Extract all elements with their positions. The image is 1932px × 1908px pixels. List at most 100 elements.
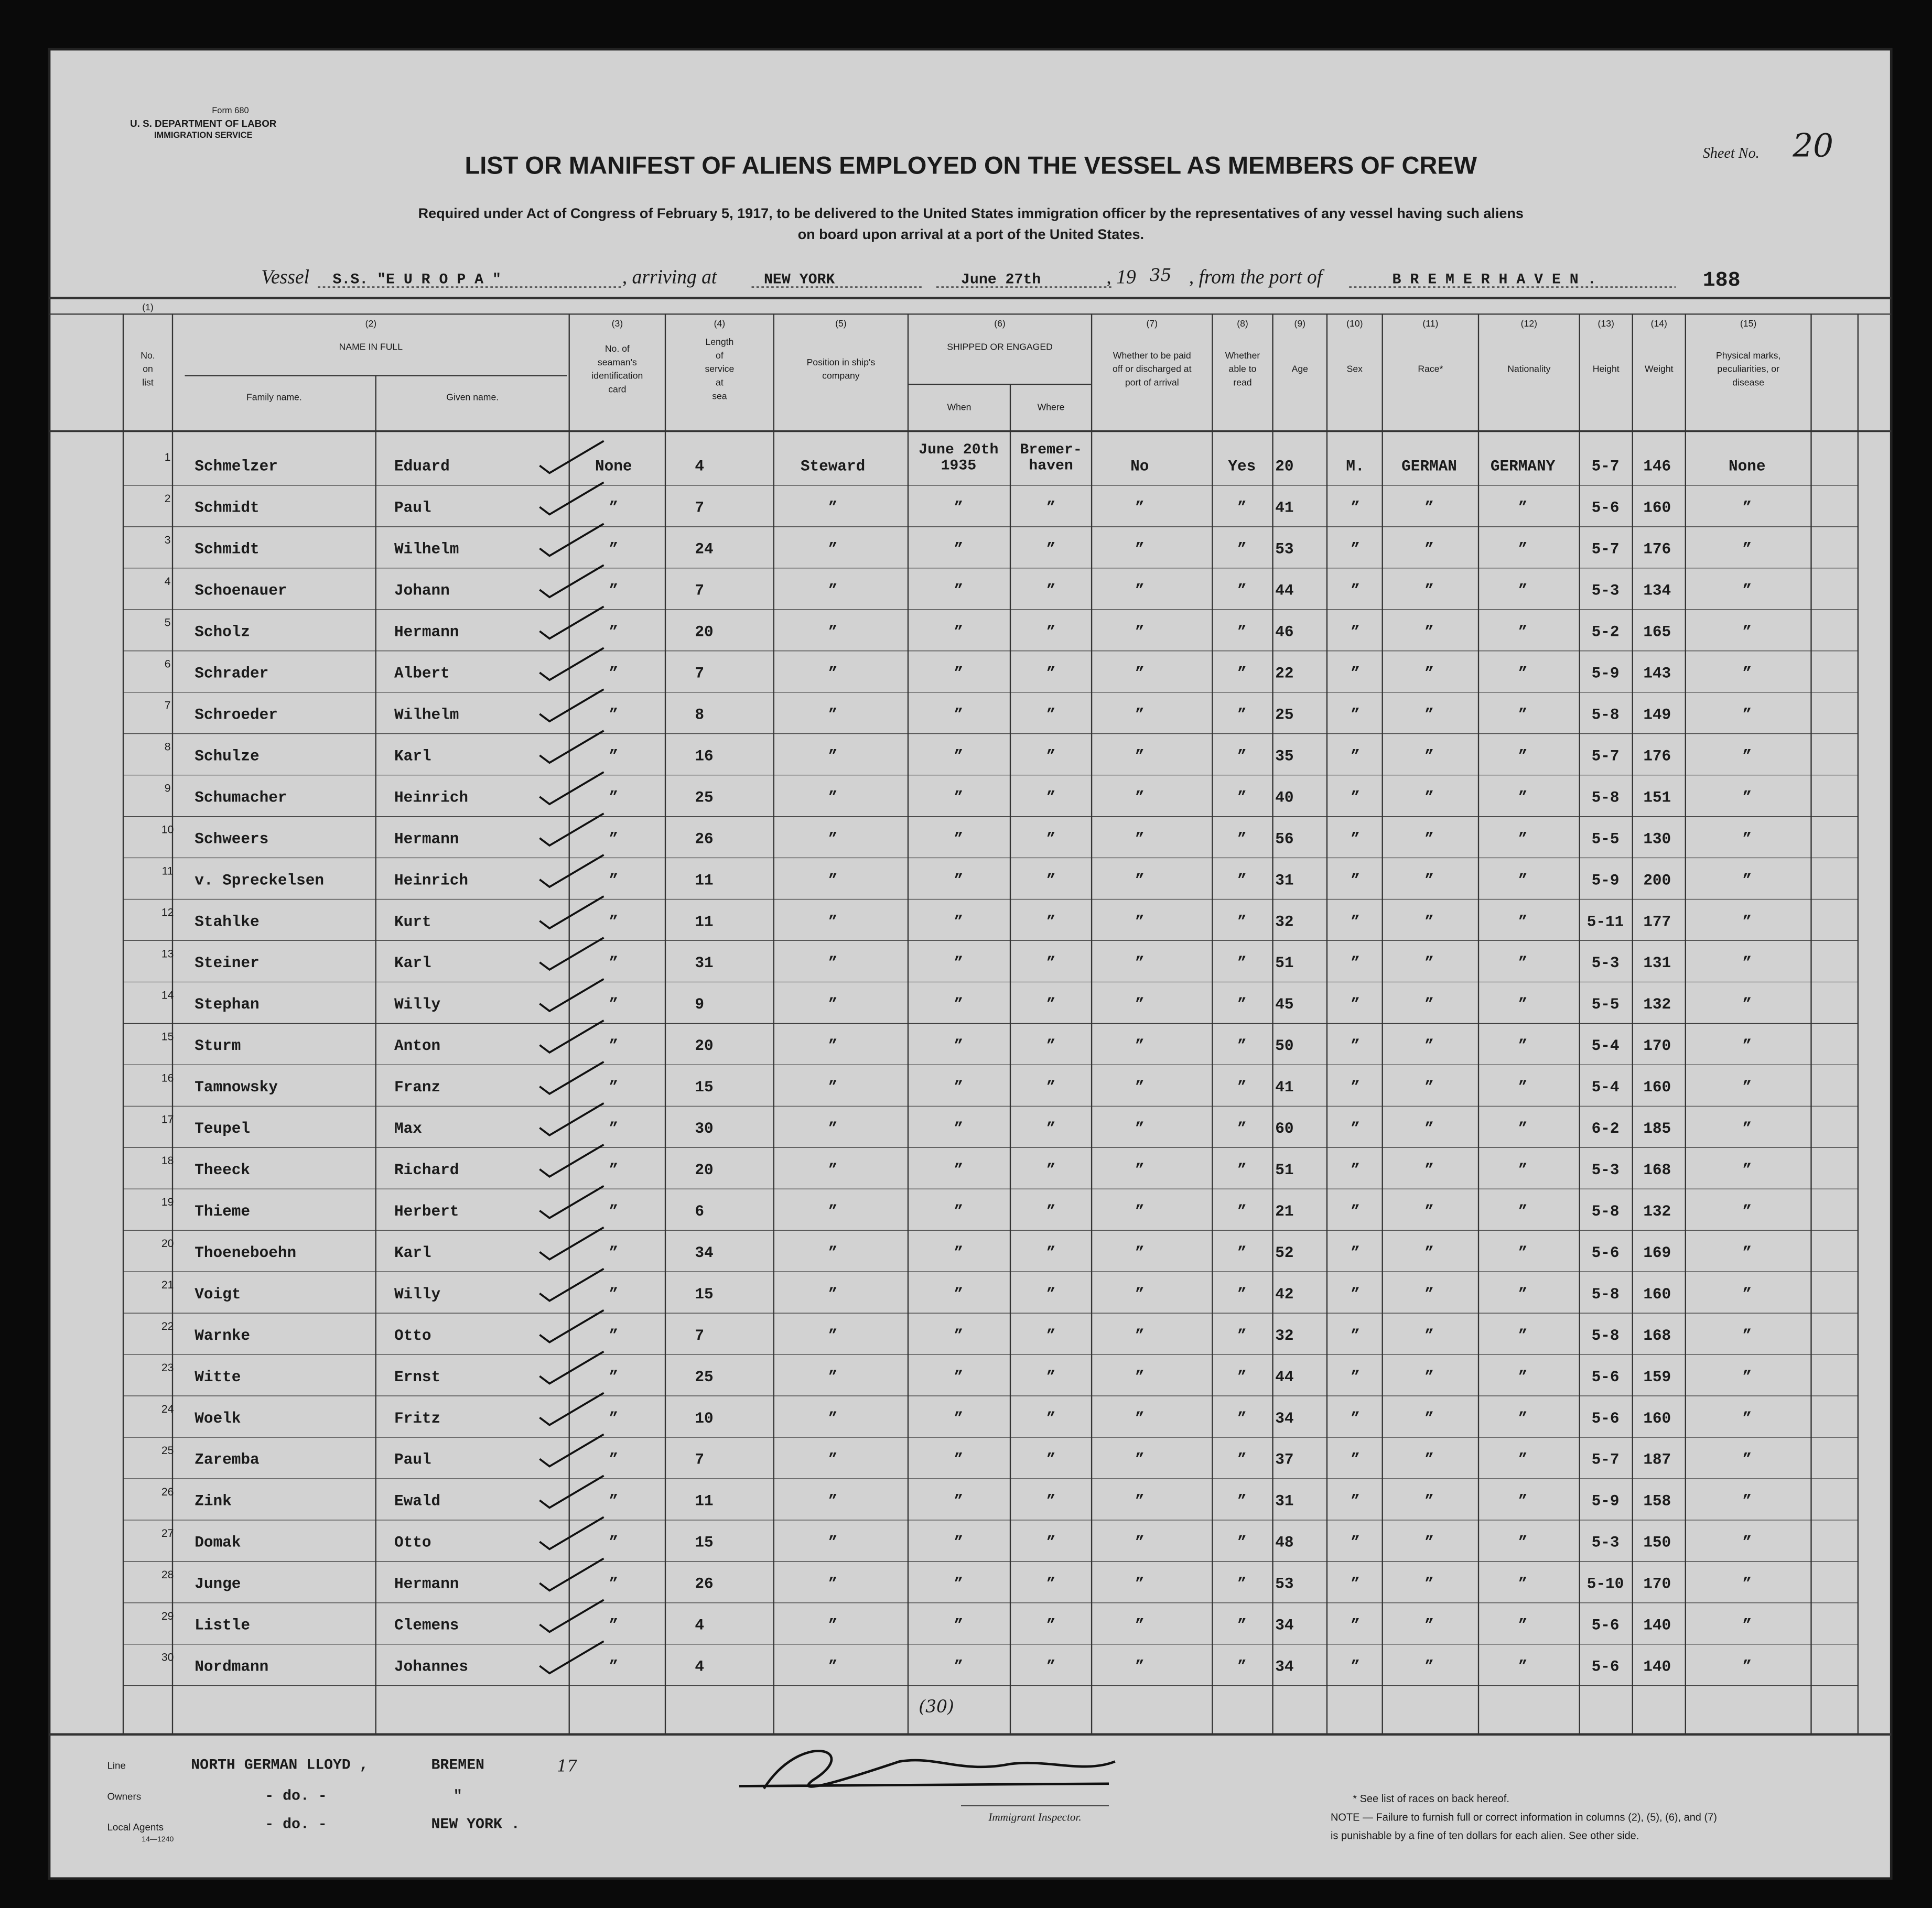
race: ”	[1424, 706, 1434, 723]
column-number: (4)	[714, 318, 726, 329]
height: 5-6	[1592, 1617, 1620, 1634]
nationality: ”	[1518, 1617, 1528, 1634]
service-length: 4	[695, 1617, 704, 1634]
list-number: 29	[161, 1610, 174, 1622]
paid-off: ”	[1135, 541, 1145, 558]
given-name: Wilhelm	[394, 706, 459, 723]
weight: 150	[1643, 1534, 1671, 1552]
race: ”	[1424, 1658, 1434, 1676]
family-name: Junge	[195, 1576, 241, 1593]
shipped-when: ”	[954, 789, 963, 806]
race: ”	[1424, 1286, 1434, 1303]
id-card: ”	[609, 789, 618, 806]
age: 21	[1275, 1203, 1293, 1220]
height: 5-9	[1592, 665, 1620, 682]
nationality: ”	[1518, 747, 1528, 765]
id-card: ”	[609, 1451, 618, 1469]
race: ”	[1424, 541, 1434, 558]
column-number: (10)	[1346, 318, 1363, 329]
shipped-where: ”	[1046, 1451, 1056, 1469]
age: 42	[1275, 1286, 1293, 1303]
service: IMMIGRATION SERVICE	[154, 131, 253, 140]
family-name: Schumacher	[195, 789, 287, 806]
column-sublabel: When	[947, 402, 971, 413]
column-number: (14)	[1651, 318, 1667, 329]
line-note: 17	[557, 1757, 577, 1775]
position: ”	[828, 706, 838, 723]
column-sublabel: Given name.	[446, 392, 499, 403]
service-length: 25	[695, 789, 713, 806]
position: ”	[828, 1658, 838, 1676]
height: 5-9	[1592, 1493, 1620, 1510]
id-card: None	[595, 458, 632, 475]
physical-marks: ”	[1742, 1617, 1752, 1634]
service-length: 26	[695, 830, 713, 848]
agents: - do. -	[265, 1816, 327, 1833]
signature	[739, 1750, 1116, 1790]
family-name: Scholz	[195, 624, 250, 641]
shipping-line: NORTH GERMAN LLOYD ,	[191, 1758, 368, 1774]
service-length: 7	[695, 1451, 704, 1469]
given-name: Heinrich	[394, 872, 468, 889]
shipped-where: ”	[1046, 789, 1056, 806]
list-number: 20	[161, 1238, 174, 1250]
age: 32	[1275, 1327, 1293, 1345]
sex: ”	[1351, 747, 1360, 765]
family-name: Witte	[195, 1369, 241, 1386]
list-number: 16	[161, 1072, 174, 1084]
height: 5-8	[1592, 1286, 1620, 1303]
check-mark	[539, 1309, 605, 1343]
weight: 187	[1643, 1451, 1671, 1469]
family-name: Stahlke	[195, 913, 259, 930]
check-mark	[539, 1516, 605, 1551]
nationality: ”	[1518, 1327, 1528, 1345]
paid-off: ”	[1135, 1410, 1145, 1427]
race: ”	[1424, 1327, 1434, 1345]
shipped-when: ”	[954, 1120, 963, 1137]
physical-marks: ”	[1742, 872, 1752, 889]
shipped-where: ”	[1046, 1617, 1056, 1634]
id-card: ”	[609, 1120, 618, 1137]
sex: ”	[1351, 913, 1360, 930]
list-number: 13	[161, 948, 174, 960]
sex: ”	[1351, 1493, 1360, 1510]
list-number: 5	[165, 617, 171, 629]
race: ”	[1424, 996, 1434, 1013]
given-name: Otto	[394, 1327, 431, 1345]
shipped-where: ”	[1046, 1576, 1056, 1593]
shipped-where: ”	[1046, 747, 1056, 765]
sex: ”	[1351, 996, 1360, 1013]
check-mark	[539, 937, 605, 971]
family-name: Warnke	[195, 1327, 250, 1345]
race: ”	[1424, 1369, 1434, 1386]
sex: ”	[1351, 500, 1360, 517]
race: ”	[1424, 1534, 1434, 1552]
able-to-read: ”	[1237, 1286, 1247, 1303]
able-to-read: Yes	[1228, 458, 1256, 475]
from-label: , from the port of	[1189, 266, 1325, 288]
race: ”	[1424, 1410, 1434, 1427]
given-name: Karl	[394, 1244, 431, 1262]
position: ”	[828, 582, 838, 600]
physical-marks: ”	[1742, 830, 1752, 848]
check-mark	[539, 1226, 605, 1261]
column-number: (15)	[1740, 318, 1756, 329]
able-to-read: ”	[1237, 541, 1247, 558]
id-card: ”	[609, 624, 618, 641]
column-label: Whether	[1225, 350, 1260, 361]
id-card: ”	[609, 1079, 618, 1096]
race: ”	[1424, 872, 1434, 889]
sex: ”	[1351, 1327, 1360, 1345]
column-number: (12)	[1521, 318, 1537, 329]
shipped-where: ”	[1046, 1286, 1056, 1303]
race: GERMAN	[1401, 458, 1457, 475]
shipped-where: ”	[1046, 1120, 1056, 1137]
shipped-when: ”	[954, 1162, 963, 1179]
family-name: Schrader	[195, 665, 268, 682]
column-number: (9)	[1294, 318, 1305, 329]
list-number: 30	[161, 1652, 174, 1664]
check-mark	[539, 1599, 605, 1633]
column-label: Whether to be paid	[1113, 350, 1191, 361]
able-to-read: ”	[1237, 913, 1247, 930]
position: ”	[828, 1617, 838, 1634]
